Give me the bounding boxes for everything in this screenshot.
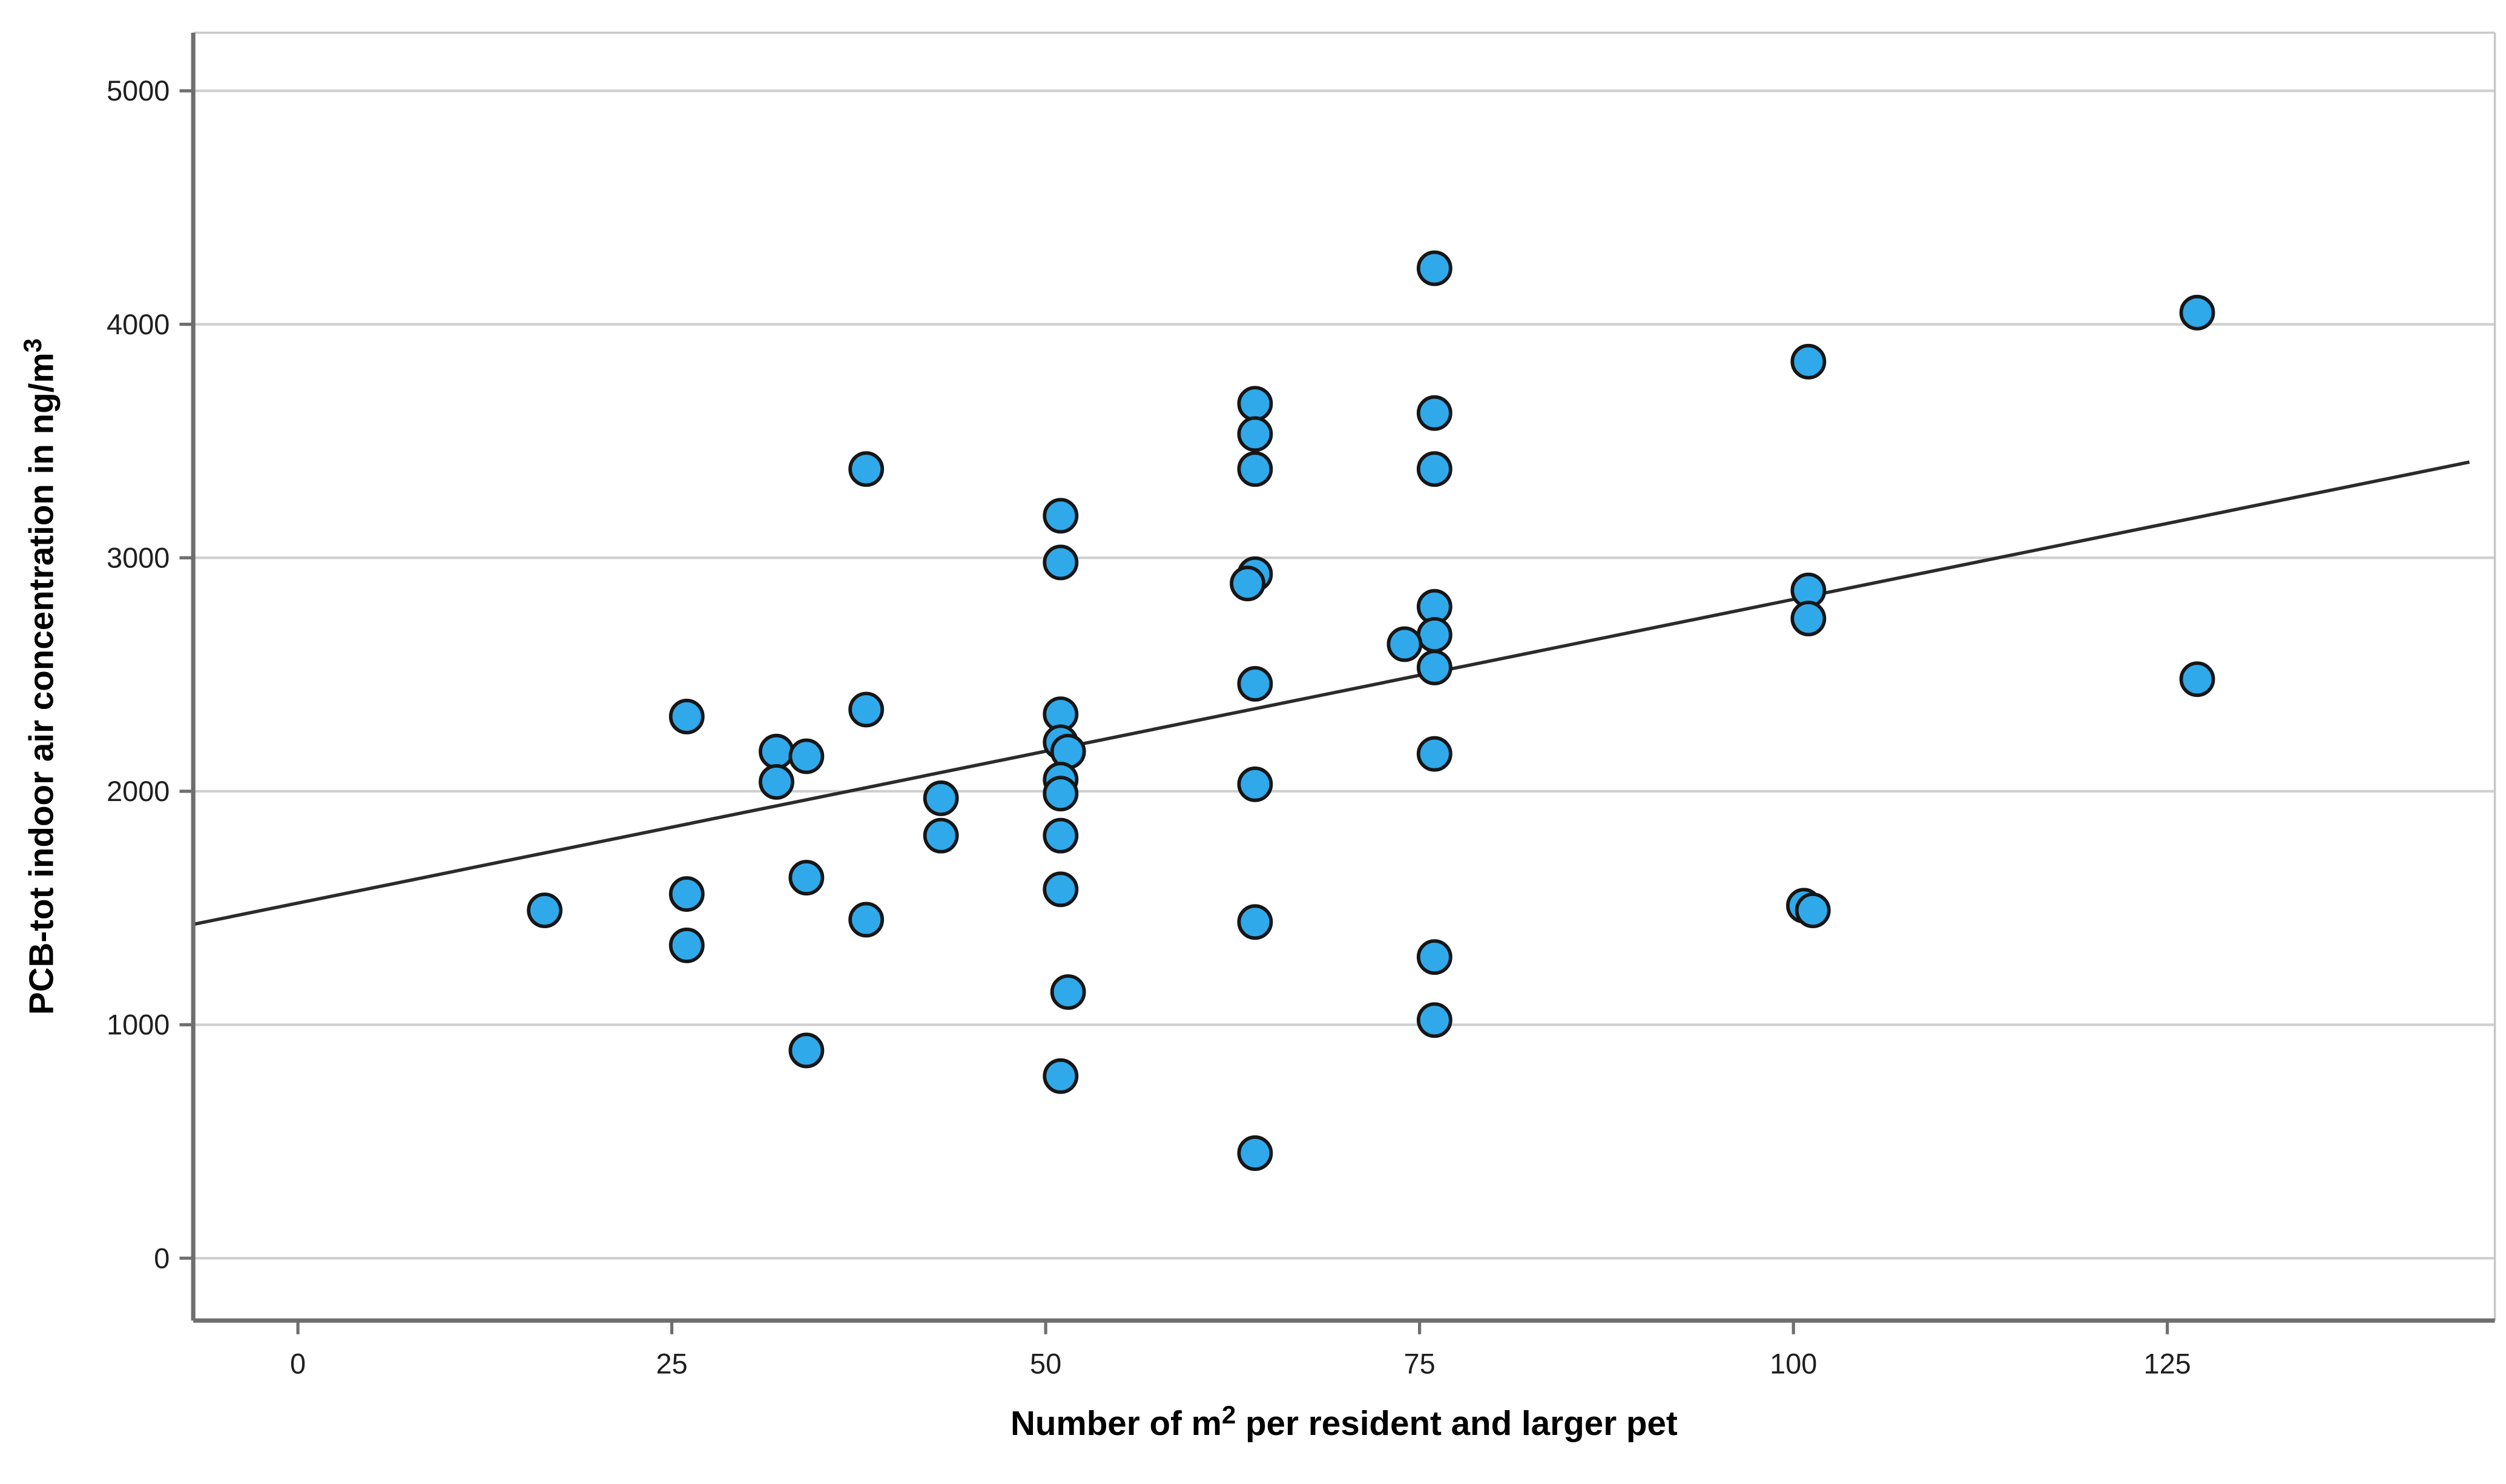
data-point [788,860,825,895]
data-point [848,691,885,728]
data-points [527,250,2215,1171]
data-point [2179,294,2215,331]
data-point [1043,544,1079,581]
data-point [2179,661,2215,697]
data-point [1237,904,1273,940]
data-point [1050,974,1086,1010]
data-point [1416,395,1452,431]
data-point [1237,416,1273,452]
data-point [1416,451,1452,487]
x-tick-label-0: 0 [290,1348,306,1379]
x-tick-label-50: 50 [1030,1348,1061,1379]
data-point [1043,1058,1079,1094]
x-axis-title: Number of m2 per resident and larger pet [1011,1400,1678,1442]
data-point [1416,617,1452,653]
data-point [1043,776,1079,812]
y-tick-label-3000: 3000 [107,542,170,573]
x-tick-label-75: 75 [1404,1348,1436,1379]
data-point [668,699,705,734]
data-point [1043,817,1079,854]
y-tick-label-4000: 4000 [107,309,170,340]
data-point [1416,1002,1452,1038]
x-tick-label-100: 100 [1770,1348,1817,1379]
data-point [788,738,825,774]
fit-line [193,460,2470,926]
data-point [788,1032,825,1069]
data-point [1237,451,1273,487]
data-point [1795,892,1831,928]
data-point [1416,650,1452,685]
data-point [1043,498,1079,534]
data-point [848,902,885,938]
data-point [1043,871,1079,908]
data-point [923,817,959,854]
data-point [1416,250,1452,286]
y-axis-ticks: 0 1000 2000 3000 4000 5000 [107,75,194,1274]
data-point [1237,1135,1273,1171]
data-point [848,451,885,487]
data-point [527,892,563,928]
y-tick-label-1000: 1000 [107,1009,170,1041]
data-point [1237,766,1273,802]
data-point [1237,386,1273,422]
data-point [668,927,705,963]
data-point [1790,601,1827,636]
data-point [1387,626,1423,662]
x-tick-label-125: 125 [2144,1348,2191,1379]
x-axis-ticks: 0 25 50 75 100 125 [290,1321,2191,1379]
data-point [1416,736,1452,772]
y-tick-label-5000: 5000 [107,75,170,107]
y-tick-label-0: 0 [154,1242,170,1274]
data-point [759,764,794,800]
y-tick-label-2000: 2000 [107,776,170,807]
x-tick-label-25: 25 [656,1348,688,1379]
gridlines [193,89,2495,1260]
data-point [1416,939,1452,975]
data-point [1237,666,1273,702]
data-point [1790,343,1827,380]
data-point [923,780,959,816]
y-axis-title: PCB-tot indoor air concentration in ng/m… [18,338,60,1015]
data-point [668,876,705,912]
data-point [759,733,794,770]
data-point [1230,566,1265,602]
